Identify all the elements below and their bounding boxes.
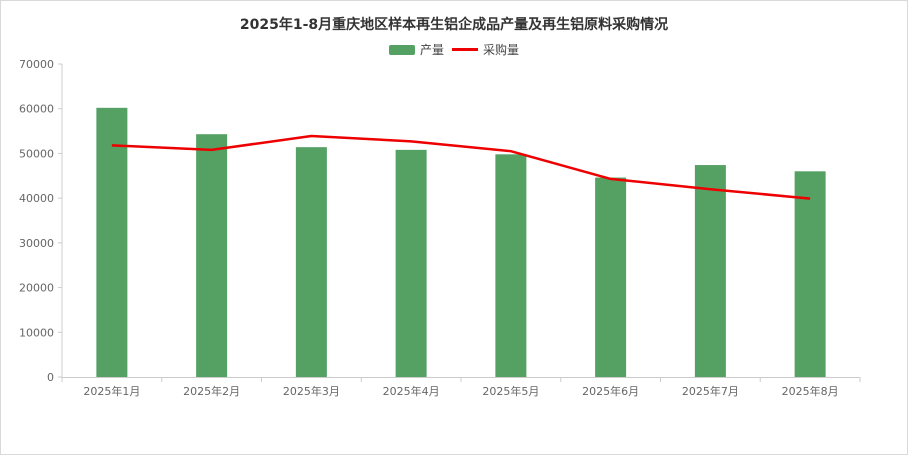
line-purchase xyxy=(111,134,811,200)
y-tick-label: 20000 xyxy=(19,282,54,295)
chart-title: 2025年1-8月重庆地区样本再生铝企成品产量及再生铝原料采购情况 xyxy=(239,17,669,33)
bar-production xyxy=(96,107,128,377)
legend-item-bar[interactable]: 产量 xyxy=(388,41,444,58)
y-tick-label: 10000 xyxy=(19,326,54,339)
x-tick-label: 2025年5月 xyxy=(482,384,539,398)
bar-production xyxy=(295,147,327,377)
legend-label-bar: 产量 xyxy=(419,43,444,57)
x-tick-label: 2025年3月 xyxy=(283,384,340,398)
legend-item-line[interactable]: 采购量 xyxy=(452,41,519,58)
bar-production xyxy=(395,149,427,377)
y-tick-label: 30000 xyxy=(19,237,54,250)
bar-production xyxy=(694,165,726,377)
x-tick-label: 2025年1月 xyxy=(83,384,140,398)
legend-swatch-line xyxy=(452,48,478,51)
bar-production xyxy=(495,154,527,377)
x-tick-label: 2025年4月 xyxy=(383,384,440,398)
y-tick-label: 70000 xyxy=(19,58,54,71)
y-tick-label: 40000 xyxy=(19,192,54,205)
x-tick-label: 2025年6月 xyxy=(582,384,639,398)
bar-production xyxy=(794,171,826,377)
x-tick-label: 2025年2月 xyxy=(183,384,240,398)
legend-label-line: 采购量 xyxy=(483,43,520,57)
bar-production xyxy=(595,177,627,377)
chart-legend: 产量 采购量 xyxy=(0,41,908,58)
legend-swatch-bar xyxy=(388,44,415,55)
y-tick-label: 60000 xyxy=(19,103,54,116)
x-tick-label: 2025年8月 xyxy=(782,384,839,398)
x-tick-label: 2025年7月 xyxy=(682,384,739,398)
y-tick-label: 50000 xyxy=(19,147,54,160)
y-tick-label: 0 xyxy=(47,371,54,384)
bar-production xyxy=(196,134,228,377)
